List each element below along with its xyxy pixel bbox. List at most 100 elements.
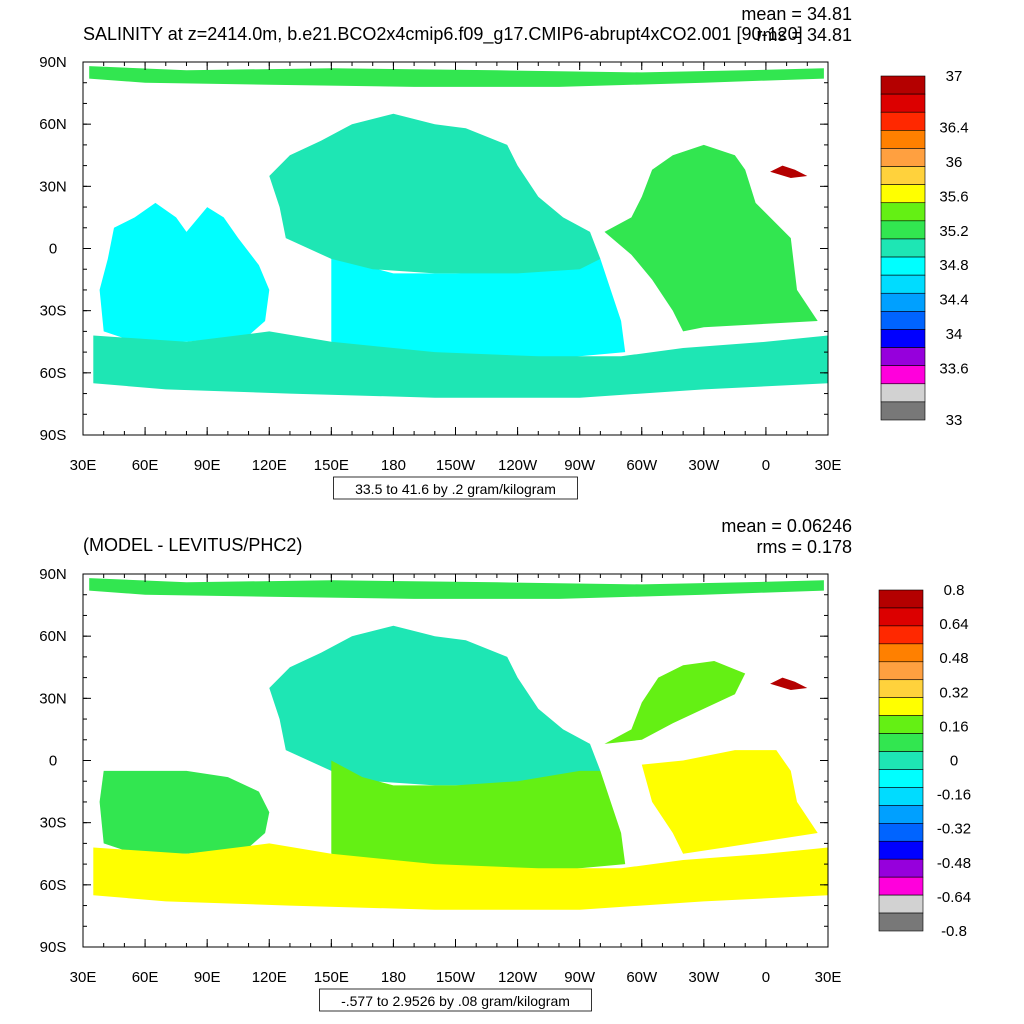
x-tick-label: 30E bbox=[815, 969, 842, 986]
x-tick-label: 60W bbox=[626, 457, 658, 474]
y-tick-label: 60N bbox=[39, 116, 67, 133]
x-tick-label: 120W bbox=[498, 457, 538, 474]
region-arctic bbox=[89, 578, 824, 599]
y-tick-label: 30S bbox=[40, 815, 67, 832]
x-tick-label: 0 bbox=[762, 457, 770, 474]
x-tick-label: 30E bbox=[815, 457, 842, 474]
y-tick-label: 90N bbox=[39, 566, 67, 583]
colorbar: 0.8 0.64 0.48 0.32 0.16 0 -0.16 -0.32 -0.48 -0.64… bbox=[878, 582, 971, 940]
x-tick-label: 150W bbox=[436, 457, 476, 474]
colorbar-swatch bbox=[878, 643, 924, 663]
region-pacific-north bbox=[269, 113, 601, 274]
x-tick-label: 60W bbox=[626, 969, 658, 986]
x-tick-label: 60E bbox=[132, 969, 159, 986]
x-tick-label: 30W bbox=[688, 969, 720, 986]
colorbar-swatch bbox=[880, 238, 926, 258]
colorbar-swatch bbox=[878, 912, 924, 932]
colorbar-label: 33.6 bbox=[939, 360, 968, 377]
colorbar-swatch bbox=[880, 274, 926, 294]
y-tick-label: 30S bbox=[40, 303, 67, 320]
y-tick-label: 90S bbox=[40, 939, 67, 956]
colorbar-label: 0.8 bbox=[944, 582, 965, 599]
colorbar-swatch bbox=[880, 256, 926, 276]
ocean-regions bbox=[89, 66, 829, 398]
colorbar-swatch bbox=[878, 787, 924, 806]
colorbar-swatch bbox=[880, 75, 926, 95]
colorbar-swatch bbox=[878, 823, 924, 842]
x-tick-label: 120W bbox=[498, 969, 538, 986]
colorbar-swatch bbox=[878, 697, 924, 716]
colorbar-swatch bbox=[878, 858, 924, 878]
x-tick-label: 30W bbox=[688, 457, 720, 474]
colorbar-swatch bbox=[878, 679, 924, 698]
colorbar-swatch bbox=[880, 329, 926, 348]
region-atlantic bbox=[604, 144, 818, 332]
colorbar-label: 0.16 bbox=[939, 718, 968, 735]
y-tick-label: 0 bbox=[49, 241, 57, 258]
colorbar-swatch bbox=[878, 733, 924, 752]
colorbar-swatch bbox=[880, 347, 926, 366]
colorbar-label: -0.16 bbox=[937, 787, 971, 804]
colorbar-swatch bbox=[878, 894, 924, 914]
colorbar-label: 0.32 bbox=[939, 684, 968, 701]
colorbar-swatch bbox=[880, 365, 926, 385]
x-tick-label: 90W bbox=[564, 457, 596, 474]
y-tick-label: 60S bbox=[40, 365, 67, 382]
colorbar-label: 37 bbox=[946, 68, 963, 85]
x-tick-label: 60E bbox=[132, 457, 159, 474]
mean-stat: mean = 34.81 bbox=[741, 4, 852, 24]
region-indian bbox=[99, 202, 270, 342]
colorbar-label: 36 bbox=[946, 154, 963, 171]
region-atlantic-south bbox=[641, 750, 818, 854]
colorbar-swatch bbox=[878, 840, 924, 860]
colorbar-label: 35.6 bbox=[939, 188, 968, 205]
colorbar-swatch bbox=[880, 111, 926, 131]
colorbar-swatch bbox=[878, 589, 924, 609]
colorbar-label: 36.4 bbox=[939, 120, 968, 137]
colorbar-label: 34.8 bbox=[939, 257, 968, 274]
region-atlantic-north bbox=[604, 661, 746, 744]
region-med-sea bbox=[770, 677, 808, 690]
x-tick-label: 90W bbox=[564, 969, 596, 986]
region-arctic bbox=[89, 66, 824, 87]
region-pacific-south bbox=[331, 760, 626, 875]
colorbar-swatch bbox=[880, 383, 926, 403]
colorbar-swatch bbox=[878, 715, 924, 734]
colorbar-swatch bbox=[878, 769, 924, 788]
colorbar-swatch bbox=[880, 166, 926, 185]
range-label: -.577 to 2.9526 by .08 gram/kilogram bbox=[341, 993, 570, 1009]
region-southern-ocean bbox=[93, 843, 829, 910]
y-tick-label: 90N bbox=[39, 54, 67, 71]
colorbar-swatch bbox=[880, 184, 926, 204]
colorbar-swatch bbox=[880, 292, 926, 312]
colorbar-label: 34 bbox=[946, 326, 963, 343]
x-tick-label: 30E bbox=[70, 969, 97, 986]
y-tick-label: 60N bbox=[39, 628, 67, 645]
colorbar-swatch bbox=[878, 751, 924, 770]
salinity-panel: 30E 60E 90E 120E 150E 180 150W 120W 90W 60W 30W 0 30… bbox=[39, 4, 969, 500]
colorbar-label: 35.2 bbox=[939, 223, 968, 240]
colorbar-swatch bbox=[878, 661, 924, 681]
region-indian-south bbox=[99, 770, 270, 854]
colorbar-swatch bbox=[880, 130, 926, 149]
x-tick-label: 0 bbox=[762, 969, 770, 986]
colorbar-swatch bbox=[880, 148, 926, 167]
colorbar-label: -0.64 bbox=[937, 889, 971, 906]
x-axis: 30E 60E 90E 120E 150E 180 150W 120W 90W 60W 30W 0 30… bbox=[70, 62, 842, 474]
x-tick-label: 180 bbox=[381, 969, 406, 986]
x-tick-label: 90E bbox=[194, 969, 221, 986]
x-axis: 30E 60E 90E 120E 150E 180 150W 120W 90W 60W 30W 0 30… bbox=[70, 574, 842, 986]
colorbar: 37 36.4 36 35.6 35.2 34.8 34.4 34 33.6 33 bbox=[880, 68, 969, 429]
x-tick-label: 150W bbox=[436, 969, 476, 986]
difference-panel: 30E 60E 90E 120E 150E 180 150W 120W 90W 60W 30W 0 30… bbox=[39, 516, 971, 1012]
y-axis: 90N 60N 30N 0 30S 60S 90S bbox=[39, 54, 828, 444]
range-label: 33.5 to 41.6 by .2 gram/kilogram bbox=[355, 481, 556, 497]
panel-title: SALINITY at z=2414.0m, b.e21.BCO2x4cmip6… bbox=[83, 24, 803, 45]
x-tick-label: 180 bbox=[381, 457, 406, 474]
rms-stat: rms = 0.178 bbox=[756, 537, 852, 557]
y-tick-label: 0 bbox=[49, 753, 57, 770]
colorbar-swatch bbox=[880, 93, 926, 113]
range-label-box bbox=[319, 988, 592, 1012]
x-tick-label: 150E bbox=[314, 457, 349, 474]
